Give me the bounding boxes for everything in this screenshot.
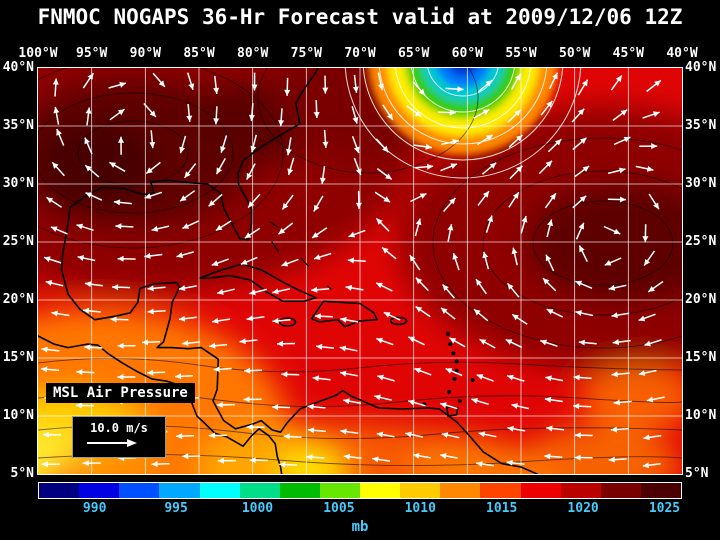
colorbar-segment bbox=[39, 483, 80, 498]
lon-label: 80°W bbox=[237, 46, 269, 61]
colorbar-segment bbox=[440, 483, 481, 498]
colorbar-segment bbox=[360, 483, 401, 498]
colorbar-segment bbox=[560, 483, 601, 498]
lat-label: 15°N bbox=[2, 350, 34, 365]
lat-label: 10°N bbox=[685, 408, 717, 423]
wind-scale-arrow-icon bbox=[87, 439, 137, 447]
lat-label: 30°N bbox=[2, 176, 34, 191]
lat-label: 5°N bbox=[10, 466, 34, 481]
colorbar-segment bbox=[400, 483, 441, 498]
lat-label: 15°N bbox=[685, 350, 717, 365]
lat-label: 40°N bbox=[2, 60, 34, 75]
latitude-axis-right: 40°N 35°N 30°N 25°N 20°N 15°N 10°N 5°N bbox=[685, 0, 720, 540]
colorbar-tick-label: 995 bbox=[164, 501, 188, 516]
lat-label: 20°N bbox=[685, 292, 717, 307]
lat-label: 40°N bbox=[685, 60, 717, 75]
colorbar-tick-label: 1010 bbox=[404, 501, 436, 516]
colorbar-tick-label: 1020 bbox=[567, 501, 599, 516]
graticule bbox=[38, 68, 682, 474]
page-title: FNMOC NOGAPS 36-Hr Forecast valid at 200… bbox=[37, 5, 683, 29]
field-label: MSL Air Pressure bbox=[46, 383, 195, 403]
lon-label: 90°W bbox=[129, 46, 161, 61]
lon-label: 50°W bbox=[559, 46, 591, 61]
colorbar-tick-label: 990 bbox=[82, 501, 107, 516]
isobar-contours bbox=[0, 22, 720, 467]
colorbar-segment bbox=[600, 483, 641, 498]
lat-label: 35°N bbox=[2, 118, 34, 133]
lon-label: 95°W bbox=[76, 46, 108, 61]
colorbar-segment bbox=[319, 483, 360, 498]
colorbar-segment bbox=[520, 483, 561, 498]
wind-scale-legend: 10.0 m/s bbox=[72, 416, 166, 458]
colorbar-segment bbox=[480, 483, 521, 498]
lat-label: 25°N bbox=[685, 234, 717, 249]
lat-label: 35°N bbox=[685, 118, 717, 133]
coastlines bbox=[37, 67, 538, 475]
lon-label: 100°W bbox=[18, 46, 58, 61]
colorbar-segment bbox=[79, 483, 120, 498]
colorbar-tick-label: 1005 bbox=[323, 501, 355, 516]
colorbar-segment bbox=[279, 483, 320, 498]
colorbar-tick-label: 1025 bbox=[648, 501, 681, 516]
colorbar-tick-label: 1015 bbox=[486, 501, 518, 516]
lon-label: 70°W bbox=[344, 46, 376, 61]
colorbar-segment bbox=[239, 483, 280, 498]
lon-label: 75°W bbox=[290, 46, 322, 61]
colorbar-segment bbox=[119, 483, 160, 498]
lon-label: 55°W bbox=[505, 46, 537, 61]
lon-label: 60°W bbox=[451, 46, 483, 61]
lon-label: 85°W bbox=[183, 46, 215, 61]
colorbar-unit: mb bbox=[351, 519, 369, 535]
lat-label: 5°N bbox=[685, 466, 709, 481]
lat-label: 30°N bbox=[685, 176, 717, 191]
lon-label: 65°W bbox=[398, 46, 430, 61]
latitude-axis-left: 40°N 35°N 30°N 25°N 20°N 15°N 10°N 5°N bbox=[0, 0, 35, 540]
lon-label: 45°W bbox=[612, 46, 644, 61]
wind-scale-label: 10.0 m/s bbox=[90, 421, 148, 435]
colorbar-segment bbox=[640, 483, 681, 498]
lon-label: 40°W bbox=[666, 46, 698, 61]
lat-label: 20°N bbox=[2, 292, 34, 307]
colorbar-tick-label: 1000 bbox=[241, 501, 274, 516]
colorbar-segment bbox=[159, 483, 200, 498]
colorbar-segment bbox=[199, 483, 240, 498]
lat-label: 10°N bbox=[2, 408, 34, 423]
colorbar bbox=[38, 482, 682, 499]
lat-label: 25°N bbox=[2, 234, 34, 249]
wind-vector-arrows bbox=[40, 72, 665, 469]
